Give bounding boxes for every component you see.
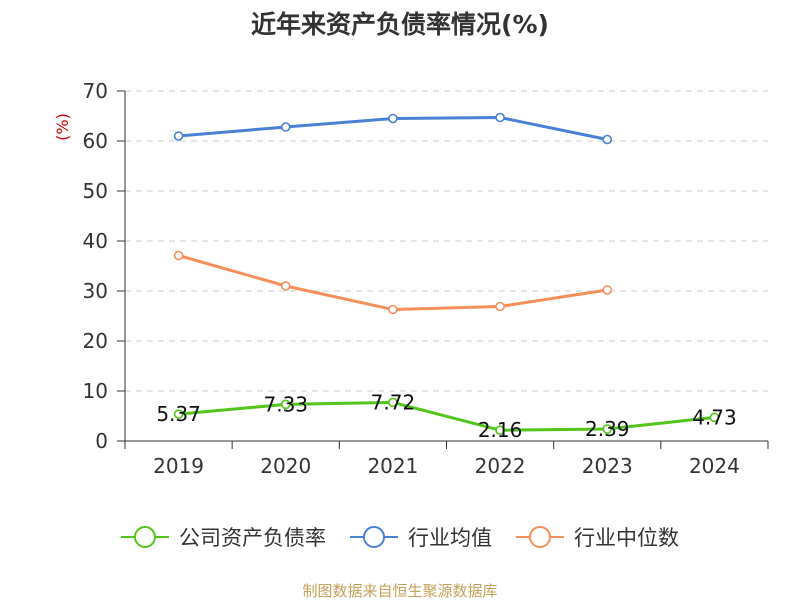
grid-lines [125,90,768,392]
y-tick-label-20: 20 [83,329,108,353]
legend-marker-1 [363,526,385,548]
series-0-point-2023 [602,424,613,434]
y-tick-label-60: 60 [83,129,108,153]
y-axis-label: (%) [53,113,72,141]
legend-label-0: 公司资产负债率 [179,526,326,550]
x-tick-label-2019: 2019 [153,454,204,478]
data-labels: 5.37 7.33 7.72 2.16 2.39 4.73 [156,390,736,442]
y-tick-label-40: 40 [83,229,108,253]
series-layer [173,112,720,436]
x-tick-label-2020: 2020 [260,454,311,478]
series-line-0 [178,400,715,432]
series-1-point-2021 [388,113,398,124]
chart-title: 近年来资产负债率情况(%) [251,10,549,39]
data-label-2022: 2.16 [478,418,523,442]
x-tick-label-2023: 2023 [582,454,633,478]
data-label-2024: 4.73 [692,405,737,429]
series-1-point-2020 [280,122,291,132]
y-tick-label-30: 30 [83,279,108,303]
x-tick-label-2021: 2021 [367,454,418,478]
data-label-2023: 2.39 [585,417,630,441]
series-1-point-2019 [173,131,184,141]
x-tick-label-2022: 2022 [475,454,526,478]
series-2-point-2023 [602,285,613,295]
series-0-point-2019 [173,409,184,419]
series-0-point-2022 [495,425,505,436]
source-note: 制图数据来自恒生聚源数据库 [302,582,497,600]
legend-item-1: 行业均值 [350,526,492,550]
series-2-point-2021 [388,304,398,315]
series-2-point-2019 [173,250,184,261]
series-1-point-2022 [495,112,505,123]
series-1-point-2023 [602,134,613,145]
series-0-point-2020 [280,399,291,410]
x-tick-label-2024: 2024 [689,454,740,478]
y-tick-label-0: 0 [95,429,108,453]
series-line-2 [178,254,608,311]
y-tick-label-70: 70 [83,79,108,103]
legend-marker-2 [529,526,551,548]
series-0-point-2021 [388,397,398,408]
data-label-2021: 7.72 [371,390,416,414]
data-label-2020: 7.33 [263,392,308,416]
series-2-point-2020 [280,281,291,291]
y-tick-label-50: 50 [83,179,108,203]
legend-label-2: 行业中位数 [574,526,679,550]
legend-marker-0 [134,526,156,548]
legend-label-1: 行业均值 [408,526,492,550]
series-0-point-2024 [709,412,720,423]
legend: 公司资产负债率 行业均值 行业中位数 [121,526,679,550]
legend-item-0: 公司资产负债率 [121,526,326,550]
data-label-2019: 5.37 [156,402,201,426]
legend-item-2: 行业中位数 [516,526,679,550]
series-2-point-2022 [495,301,505,312]
axes: 0 10 20 30 40 50 60 70 2019 2020 2021 2022 2023 2024 [83,79,769,478]
y-tick-label-10: 10 [83,379,108,403]
